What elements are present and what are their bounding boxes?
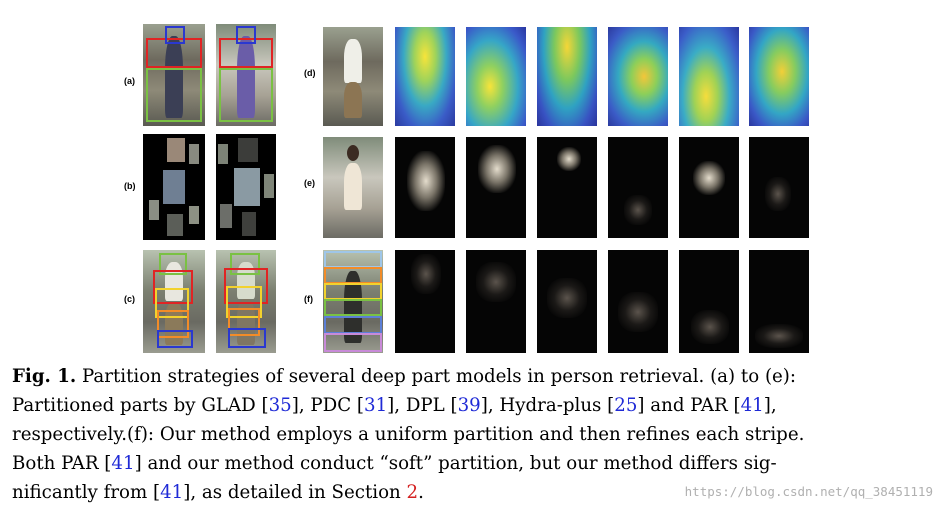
panel-d-heatmap-1 [395, 27, 455, 126]
panel-f-stripe-2 [466, 250, 526, 353]
caption-line-4: Both PAR [41] and our method conduct “so… [12, 453, 777, 474]
panel-f-stripe-4 [608, 250, 668, 353]
caption-line-3: respectively.(f): Our method employs a u… [12, 424, 805, 445]
panel-d-heatmap-3 [537, 27, 597, 126]
panel-d-input-image [323, 27, 383, 126]
caption-line-1: Fig. 1. Partition strategies of several … [12, 366, 797, 387]
caption-line-2: Partitioned parts by GLAD [35], PDC [31]… [12, 395, 777, 416]
watermark-url: https://blog.csdn.net/qq_38451119 [684, 484, 933, 499]
panel-f-stripe-6 [749, 250, 809, 353]
caption-line-5: nificantly from [41], as detailed in Sec… [12, 482, 424, 503]
panel-f-stripe-3 [537, 250, 597, 353]
citation-link[interactable]: 39 [457, 395, 481, 416]
panel-f-stripe-5 [679, 250, 739, 353]
panel-c-image-2 [216, 250, 276, 353]
panel-b-image-2 [216, 134, 276, 240]
citation-link[interactable]: 35 [268, 395, 292, 416]
panel-label-c: (c) [124, 294, 135, 304]
panel-d-heatmap-2 [466, 27, 526, 126]
citation-link[interactable]: 41 [111, 453, 135, 474]
panel-e-input-image [323, 137, 383, 238]
panel-e-mask-6 [749, 137, 809, 238]
panel-label-a: (a) [124, 76, 135, 86]
panel-d-heatmap-4 [608, 27, 668, 126]
citation-link[interactable]: 31 [364, 395, 388, 416]
panel-f-stripe-1 [395, 250, 455, 353]
panel-a-image-2 [216, 24, 276, 126]
panel-c-image-1 [143, 250, 205, 353]
panel-label-d: (d) [304, 68, 316, 78]
panel-f-input-image [323, 250, 383, 353]
panel-d-heatmap-5 [679, 27, 739, 126]
panel-label-f: (f) [304, 294, 313, 304]
panel-d-heatmap-6 [749, 27, 809, 126]
panel-b-image-1 [143, 134, 205, 240]
panel-a-image-1 [143, 24, 205, 126]
citation-link[interactable]: 25 [614, 395, 638, 416]
panel-e-mask-3 [537, 137, 597, 238]
figure-caption: Fig. 1. Partition strategies of several … [12, 362, 933, 507]
panel-e-mask-1 [395, 137, 455, 238]
panel-label-b: (b) [124, 181, 136, 191]
citation-link[interactable]: 41 [160, 482, 184, 503]
panel-e-mask-4 [608, 137, 668, 238]
section-link[interactable]: 2 [406, 482, 419, 503]
panel-e-mask-5 [679, 137, 739, 238]
citation-link[interactable]: 41 [740, 395, 764, 416]
panel-e-mask-2 [466, 137, 526, 238]
panel-label-e: (e) [304, 178, 315, 188]
